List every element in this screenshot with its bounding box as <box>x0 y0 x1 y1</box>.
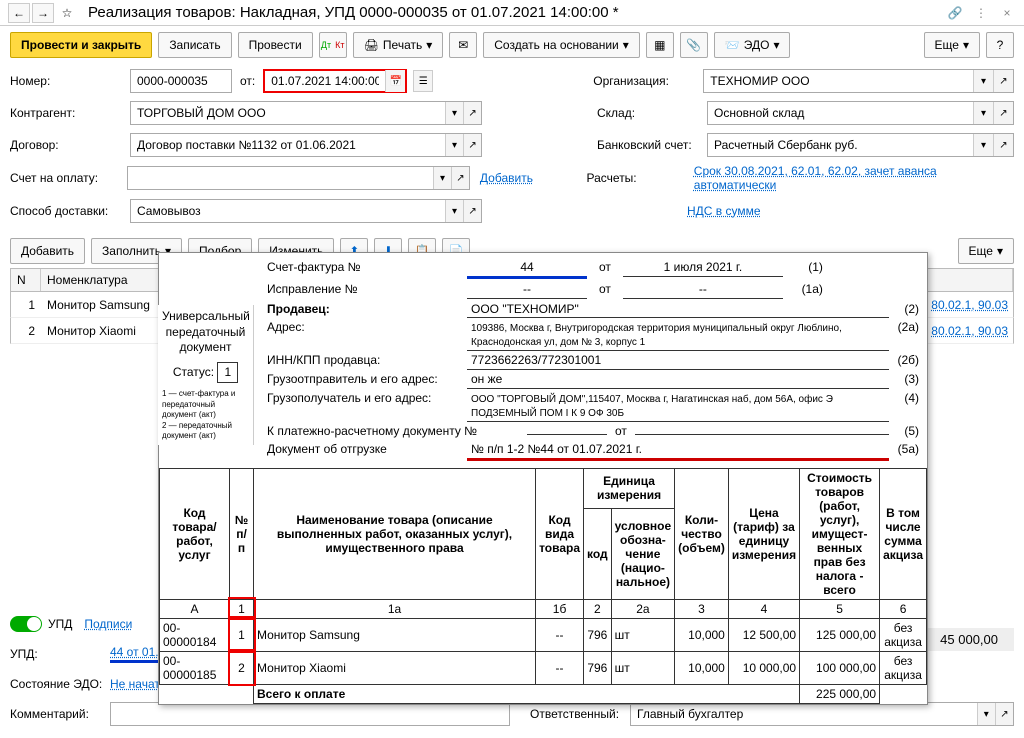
titlebar: ← → ☆ Реализация товаров: Накладная, УПД… <box>0 0 1024 26</box>
number-label: Номер: <box>10 74 130 88</box>
form-area: Номер: от: 📅 ☰ Организация: ▾↗ Контраген… <box>0 64 1024 234</box>
contr-label: Контрагент: <box>10 106 130 120</box>
col-n: N <box>11 269 41 291</box>
post-close-button[interactable]: Провести и закрыть <box>10 32 152 58</box>
dtkt-button[interactable]: ДтКт <box>319 32 347 58</box>
invoice-overlay: Счет-фактура № 44 от 1 июля 2021 г. (1) … <box>158 252 928 705</box>
favorite-button[interactable]: ☆ <box>56 3 78 23</box>
vat-link[interactable]: НДС в сумме <box>687 204 761 218</box>
invoice-label: Счет на оплату: <box>10 171 127 185</box>
attach-button[interactable]: 📎 <box>680 32 708 58</box>
upd-label: УПД <box>48 617 72 631</box>
link-icon[interactable]: 🔗 <box>946 4 964 22</box>
contract-label: Договор: <box>10 138 130 152</box>
warehouse-input[interactable] <box>708 103 973 123</box>
calc-label: Расчеты: <box>587 171 694 185</box>
comment-input[interactable] <box>111 704 509 724</box>
markdel-icon[interactable]: ☰ <box>413 70 433 92</box>
invoice-table: Код товара/ работ, услуг № п/п Наименова… <box>159 468 927 704</box>
more-button[interactable]: Еще ▾ <box>924 32 980 58</box>
delivery-label: Способ доставки: <box>10 204 130 218</box>
add-row-button[interactable]: Добавить <box>10 238 85 264</box>
org-label: Организация: <box>593 74 703 88</box>
send-button[interactable]: ✉ <box>449 32 477 58</box>
save-button[interactable]: Записать <box>158 32 231 58</box>
date-label: от: <box>240 74 255 88</box>
number-input[interactable] <box>131 71 231 91</box>
upd2-label: УПД: <box>10 647 110 661</box>
struct-button[interactable]: ▦ <box>646 32 674 58</box>
dropdown-icon[interactable]: ▾ <box>973 70 993 92</box>
table-more-button[interactable]: Еще ▾ <box>958 238 1014 264</box>
edo-state-link[interactable]: Не начат <box>110 677 160 691</box>
main-toolbar: Провести и закрыть Записать Провести ДтК… <box>0 26 1024 64</box>
forward-button[interactable]: → <box>32 3 54 23</box>
back-button[interactable]: ← <box>8 3 30 23</box>
create-based-button[interactable]: Создать на основании ▾ <box>483 32 640 58</box>
edo-state-label: Состояние ЭДО: <box>10 677 110 691</box>
sign-link[interactable]: Подписи <box>84 617 132 631</box>
window-title: Реализация товаров: Накладная, УПД 0000-… <box>88 4 946 21</box>
print-button[interactable]: 🖨 Печать ▾ <box>353 32 444 58</box>
help-button[interactable]: ? <box>986 32 1014 58</box>
contract-input[interactable] <box>131 135 445 155</box>
post-button[interactable]: Провести <box>238 32 313 58</box>
invoice-row: 00-00000184 1 Монитор Samsung -- 796 шт … <box>160 618 927 651</box>
delivery-input[interactable] <box>131 201 445 221</box>
calc-link[interactable]: Срок 30.08.2021, 62.01, 62.02, зачет ава… <box>694 164 1014 192</box>
invoice-input[interactable] <box>128 168 433 188</box>
date-input[interactable] <box>265 71 385 91</box>
resp-input[interactable] <box>631 704 977 724</box>
discuss-icon[interactable]: ⋮ <box>972 4 990 22</box>
warehouse-label: Склад: <box>597 106 707 120</box>
add-invoice-link[interactable]: Добавить <box>480 171 533 185</box>
bank-label: Банковский счет: <box>597 138 707 152</box>
upd-status-block: Универсальный передаточный документ Стат… <box>158 305 254 445</box>
resp-label: Ответственный: <box>530 707 630 721</box>
invoice-row: 00-00000185 2 Монитор Xiaomi -- 796 шт 1… <box>160 651 927 684</box>
calendar-icon[interactable]: 📅 <box>385 70 405 92</box>
edo-button[interactable]: 📨 ЭДО ▾ <box>714 32 791 58</box>
contr-input[interactable] <box>131 103 445 123</box>
org-input[interactable] <box>704 71 973 91</box>
close-icon[interactable]: × <box>998 4 1016 22</box>
upd-toggle[interactable] <box>10 616 42 632</box>
status-value: 1 <box>217 362 238 384</box>
comment-label: Комментарий: <box>10 707 110 721</box>
open-icon[interactable]: ↗ <box>993 70 1013 92</box>
bank-input[interactable] <box>708 135 973 155</box>
